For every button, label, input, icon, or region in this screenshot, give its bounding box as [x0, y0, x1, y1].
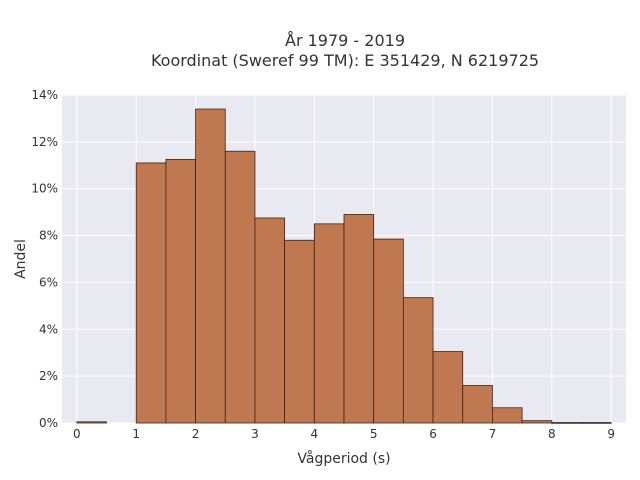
chart-title: År 1979 - 2019 Koordinat (Sweref 99 TM):… [151, 31, 539, 70]
histogram-bar [581, 422, 612, 424]
x-tick-label: 4 [310, 427, 318, 441]
histogram-bar [224, 150, 256, 424]
histogram-bar [462, 385, 493, 424]
histogram-bar [76, 421, 107, 424]
y-axis-label: Andel [13, 239, 29, 279]
histogram-bar [135, 162, 167, 424]
y-tick-label: 4% [39, 322, 58, 336]
histogram-bar [165, 159, 196, 424]
histogram-bar [521, 420, 553, 424]
x-tick-label: 3 [251, 427, 259, 441]
histogram-bar [551, 422, 582, 424]
y-tick-label: 2% [39, 369, 58, 383]
x-tick-label: 7 [489, 427, 497, 441]
y-tick-label: 8% [39, 229, 58, 243]
x-tick-label: 2 [192, 427, 200, 441]
x-tick-label: 1 [132, 427, 140, 441]
x-tick-label: 8 [548, 427, 556, 441]
y-axis-ticks: 0% 2% 4% 6% 8% 10% 12% 14% [31, 88, 58, 430]
x-tick-label: 0 [73, 427, 81, 441]
x-tick-label: 6 [429, 427, 437, 441]
histogram-bar [313, 223, 345, 424]
y-tick-label: 10% [31, 182, 58, 196]
histogram-bar [254, 217, 286, 424]
histogram-bar [284, 239, 315, 424]
x-axis-label: Vågperiod (s) [297, 450, 390, 467]
histogram-bar [492, 407, 523, 424]
y-tick-label: 0% [39, 416, 58, 430]
histogram-bar [432, 351, 464, 424]
histogram-bar [402, 297, 434, 424]
x-tick-label: 9 [607, 427, 615, 441]
histogram-bar [343, 214, 375, 424]
y-tick-label: 6% [39, 275, 58, 289]
title-line-1: År 1979 - 2019 [285, 31, 405, 50]
x-tick-label: 5 [370, 427, 378, 441]
title-line-2: Koordinat (Sweref 99 TM): E 351429, N 62… [151, 51, 539, 70]
x-axis-ticks: 0 1 2 3 4 5 6 7 8 9 [73, 427, 615, 441]
histogram-bars [76, 108, 612, 424]
y-tick-label: 12% [31, 135, 58, 149]
histogram-bar [373, 238, 404, 424]
y-tick-label: 14% [31, 88, 58, 102]
histogram-bar [195, 108, 226, 424]
